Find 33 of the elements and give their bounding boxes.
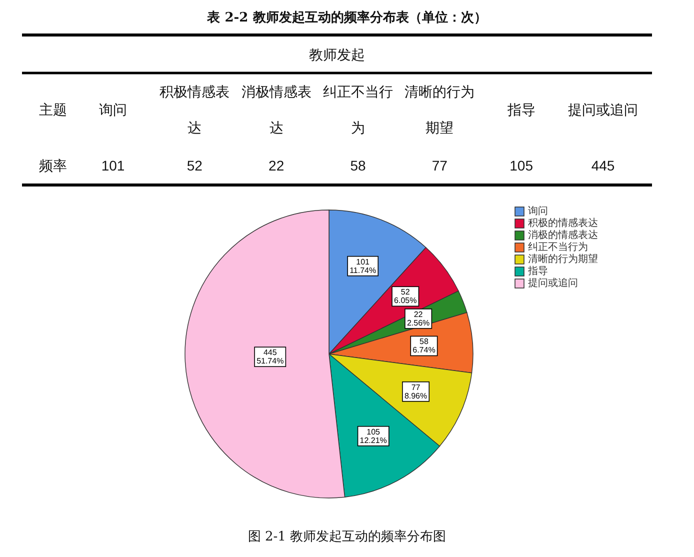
data-label: 105 12.21% xyxy=(360,427,387,445)
legend-label: 指导 xyxy=(527,265,548,278)
text: 教师发起 xyxy=(309,48,365,64)
data-label: 58 xyxy=(350,158,366,174)
data-label: 52 6.05% xyxy=(394,288,417,306)
text: 主题 xyxy=(39,102,67,119)
category-label: 消极情感表达 xyxy=(241,84,312,137)
data-label: 52 xyxy=(186,158,203,174)
data-label: 77 8.96% xyxy=(404,382,428,400)
category-label: 纠正不当行为 xyxy=(323,84,393,137)
data-label: 105 xyxy=(510,158,534,174)
data-label: 101 11.74% xyxy=(350,257,376,275)
category-label: 询问 xyxy=(99,102,127,119)
data-label: 22 2.56% xyxy=(406,310,430,328)
caption: 图 2-1 教师发起互动的频率分布图 xyxy=(248,528,446,544)
category-label: 提问或追问 xyxy=(568,102,638,119)
legend-label: 提问或追问 xyxy=(528,277,578,290)
data-label: 445 xyxy=(591,158,615,174)
data-label: 77 xyxy=(432,158,448,174)
data-label: 58 6.74% xyxy=(412,337,436,355)
legend-label: 纠正不当行为 xyxy=(528,241,588,254)
data-label: 22 xyxy=(268,158,284,174)
legend-label: 积极的情感表达 xyxy=(528,217,598,230)
category-label: 指导 xyxy=(506,102,536,119)
text: 表 2-2 教师发起互动的频率分布表（单位：次） xyxy=(206,9,487,26)
legend-label: 清晰的行为期望 xyxy=(528,253,598,266)
legend-label: 消极的情感表达 xyxy=(528,229,598,242)
legend-label: 询问 xyxy=(528,205,548,218)
category-label: 清晰的行为期望 xyxy=(404,84,475,137)
category-label: 积极情感表达 xyxy=(160,84,230,137)
data-label: 445 51.74% xyxy=(256,348,284,366)
text: 频率 xyxy=(39,158,67,175)
data-label: 101 xyxy=(101,158,125,174)
